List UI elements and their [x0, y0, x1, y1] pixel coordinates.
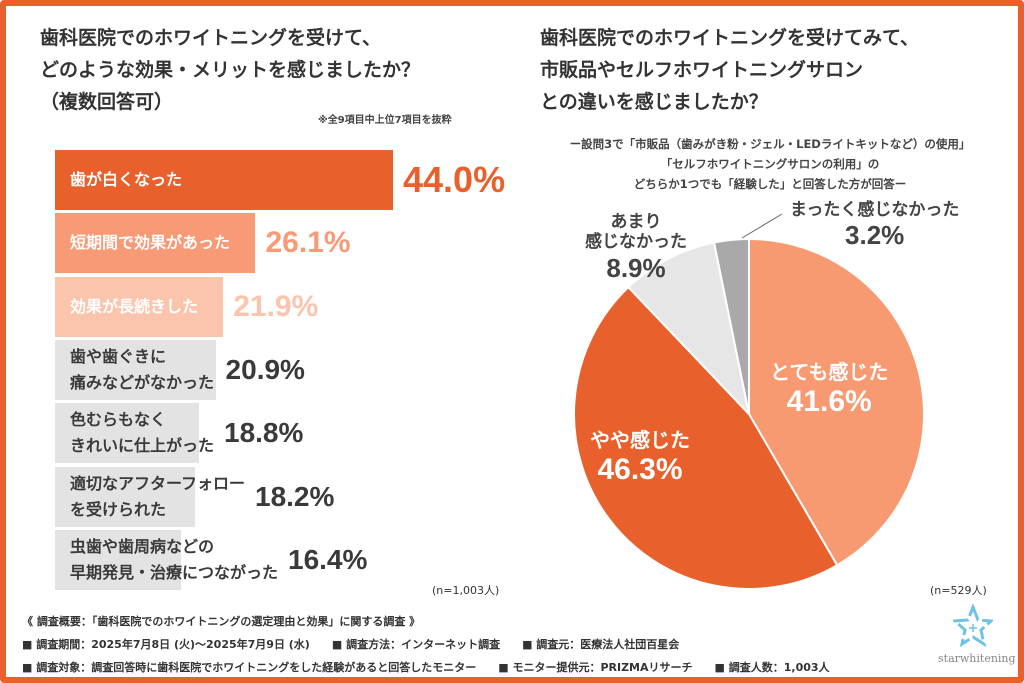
bar-value: 21.9% — [233, 290, 319, 323]
title-line: との違いを感じましたか？ — [540, 91, 768, 113]
left-note: ※全9項目中上位7項目を抜粋 — [318, 115, 452, 126]
subtitle-line: ー設問3で「市販品（歯みがき粉・ジェル・LEDライトキットなど）の使用」 — [569, 137, 971, 151]
title-line: 歯科医院でのホワイトニングを受けてみて、 — [540, 27, 920, 49]
left-chart-title: 歯科医院でのホワイトニングを受けて、 どのような効果・メリットを感じましたか？ … — [40, 22, 420, 118]
title-line: （複数回答可） — [40, 91, 174, 113]
pie-label: あまり 感じなかった 8.9% — [585, 212, 687, 284]
survey-method: ■ 調査方法：インターネット調査 — [331, 638, 501, 651]
pie-label: やや感じた 46.3% — [590, 428, 690, 488]
slice-value: 46.3% — [597, 453, 683, 486]
survey-target: ■ 調査対象：調査回答時に歯科医院でホワイトニングをした経験があると回答したモニ… — [22, 661, 477, 674]
bar-label: 歯や歯ぐきに 痛みなどがなかった — [70, 347, 215, 392]
left-sample-size: (n=1,003人) — [432, 584, 500, 597]
survey-count: ■ 調査人数：1,003人 — [714, 661, 830, 674]
bar-value: 44.0% — [403, 159, 506, 200]
survey-summary: 《 調査概要：「歯科医院でのホワイトニングの選定理由と効果」に関する調査 》 — [22, 615, 421, 628]
title-line: 市販品やセルフホワイトニングサロン — [540, 59, 864, 81]
pie-slice — [626, 241, 751, 418]
bar — [55, 277, 224, 337]
brand-logo: starwhitening — [938, 602, 1016, 665]
slice-value: 41.6% — [786, 385, 872, 418]
title-line: どのような効果・メリットを感じましたか？ — [40, 59, 421, 81]
right-subtitle: ー設問3で「市販品（歯みがき粉・ジェル・LEDライトキットなど）の使用」 「セル… — [530, 134, 1010, 194]
slice-name: とても感じた — [770, 360, 889, 384]
logo-text: starwhitening — [938, 652, 1016, 665]
slice-name: あまり 感じなかった — [585, 212, 687, 253]
survey-period: ■ 調査期間：2025年7月8日 (火)〜2025年7月9日 (水) — [22, 638, 310, 651]
bar-label: 歯が白くなった — [70, 170, 183, 189]
title-line: 歯科医院でのホワイトニングを受けて、 — [40, 27, 382, 49]
pie-label: とても感じた 41.6% — [770, 360, 888, 420]
bar-label: 短期間で効果があった — [70, 233, 231, 252]
survey-footer: 《 調査概要：「歯科医院でのホワイトニングの選定理由と効果」に関する調査 》 ■… — [22, 610, 852, 679]
bar-value: 18.2% — [255, 481, 335, 512]
bar-label: 虫歯や歯周病などの 早期発見・治療につながった — [70, 537, 279, 582]
bar-value: 26.1% — [265, 226, 351, 259]
pie-slice — [573, 285, 839, 590]
bar-label: 色むらもなく きれいに仕上がった — [70, 410, 215, 455]
right-sample-size: (n=529人) — [930, 584, 987, 597]
subtitle-line: どちらか1つでも「経験した」と回答した方が回答ー — [633, 177, 907, 191]
star-logo-icon — [951, 602, 995, 648]
pie-slice — [712, 237, 750, 415]
subtitle-line: 「セルフホワイトニングサロンの利用」の — [660, 157, 880, 171]
bar — [55, 150, 393, 210]
bar-value: 16.4% — [288, 544, 368, 575]
pie-slice — [748, 237, 925, 567]
slice-name: やや感じた — [590, 428, 690, 452]
bar-label: 効果が長続きした — [70, 297, 199, 316]
bar-label: 適切なアフターフォロー を受けられた — [70, 474, 246, 519]
bar — [55, 340, 216, 400]
right-chart-title: 歯科医院でのホワイトニングを受けてみて、 市販品やセルフホワイトニングサロン と… — [540, 22, 919, 118]
bar-value: 20.9% — [225, 354, 305, 385]
slice-value: 8.9% — [606, 252, 666, 283]
bar-value: 18.8% — [224, 417, 304, 448]
bar — [55, 530, 181, 590]
slice-name: まったく感じなかった — [790, 200, 960, 220]
survey-provider: ■ モニター提供元：PRIZMAリサーチ — [498, 661, 693, 674]
leader-line — [741, 213, 783, 239]
bar — [55, 403, 200, 463]
slice-value: 3.2% — [845, 220, 905, 251]
bar — [55, 467, 195, 527]
survey-source: ■ 調査元：医療法人社団百星会 — [522, 638, 680, 651]
pie-label: まったく感じなかった 3.2% — [790, 200, 959, 252]
bar — [55, 213, 256, 273]
